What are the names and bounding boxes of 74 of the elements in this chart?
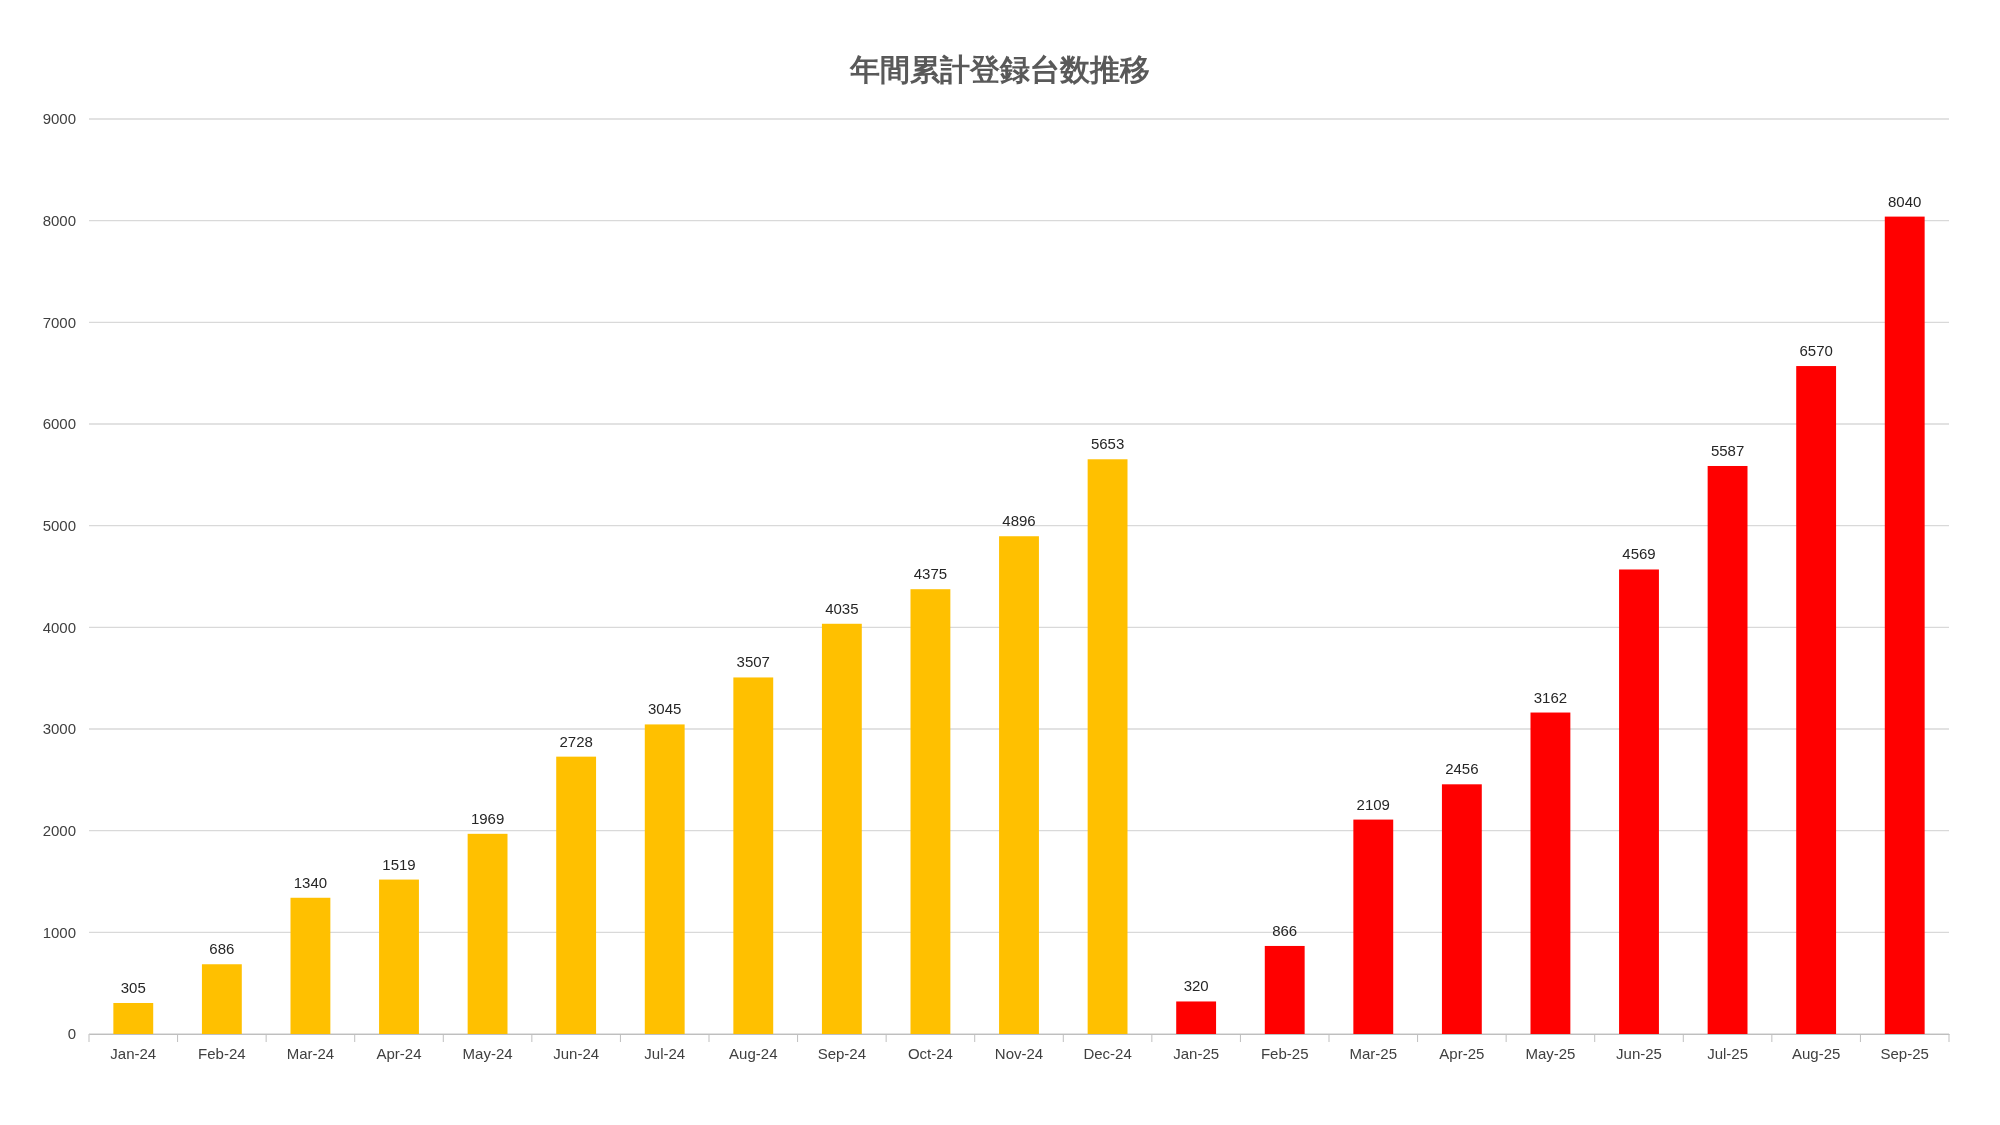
bar [999, 536, 1039, 1034]
y-tick-label: 4000 [42, 618, 76, 636]
x-tick-label: Jul-24 [644, 1044, 686, 1062]
data-label: 4375 [913, 565, 948, 583]
data-label: 2456 [1445, 760, 1479, 778]
data-label: 4035 [825, 599, 859, 617]
bar [1087, 459, 1128, 1034]
y-tick-label: 2000 [42, 821, 76, 839]
bar [1353, 819, 1394, 1034]
bar [113, 1002, 154, 1034]
bar [733, 677, 774, 1034]
bar [644, 724, 685, 1034]
x-tick-label: Dec-24 [1083, 1044, 1132, 1062]
data-label: 8040 [1888, 192, 1922, 210]
x-tick-label: Sep-25 [1880, 1044, 1929, 1062]
bar [1619, 569, 1659, 1034]
x-tick-label: Jan-24 [110, 1044, 157, 1062]
y-tick-label: 0 [67, 1025, 76, 1043]
x-tick-label: Feb-24 [198, 1044, 246, 1062]
x-tick-label: Apr-24 [376, 1044, 422, 1062]
y-tick-label: 6000 [42, 415, 76, 433]
data-label: 6570 [1799, 342, 1833, 360]
bar [1176, 1001, 1217, 1034]
x-tick-label: Jun-25 [1616, 1044, 1662, 1062]
bar [379, 879, 419, 1034]
data-label: 3507 [736, 653, 770, 671]
data-label: 4896 [1002, 512, 1036, 530]
x-tick-label: Feb-25 [1260, 1044, 1309, 1062]
x-tick-label: Apr-25 [1439, 1044, 1485, 1062]
data-label: 3045 [648, 700, 682, 718]
x-tick-label: Nov-24 [994, 1044, 1044, 1062]
data-label: 5653 [1090, 435, 1125, 453]
data-label: 1340 [293, 873, 328, 891]
bar [1884, 216, 1925, 1034]
data-label: 4569 [1622, 545, 1656, 563]
bar [467, 833, 508, 1034]
bar [290, 897, 331, 1034]
bar [1264, 945, 1305, 1034]
x-tick-label: Aug-25 [1791, 1044, 1841, 1062]
y-tick-label: 1000 [42, 923, 76, 941]
chart-title: 年間累計登録台数推移 [849, 52, 1150, 87]
data-label: 1519 [382, 855, 416, 873]
bar [1796, 366, 1837, 1034]
data-label: 2728 [559, 732, 593, 750]
bar [201, 964, 242, 1034]
bar [821, 623, 862, 1034]
y-tick-label: 3000 [42, 720, 76, 738]
data-label: 305 [120, 978, 146, 996]
x-tick-label: May-24 [462, 1044, 513, 1062]
data-label: 866 [1272, 921, 1298, 939]
x-tick-label: Sep-24 [817, 1044, 867, 1062]
bar [1441, 784, 1482, 1034]
x-tick-label: Oct-24 [907, 1044, 953, 1062]
x-tick-label: Aug-24 [729, 1044, 778, 1062]
x-tick-label: Jan-25 [1173, 1044, 1220, 1062]
x-tick-label: Mar-24 [286, 1044, 335, 1062]
x-tick-label: Jul-25 [1707, 1044, 1748, 1062]
data-label: 5587 [1710, 441, 1745, 459]
x-tick-label: Jun-24 [553, 1044, 600, 1062]
y-tick-label: 9000 [42, 110, 76, 128]
bar [910, 589, 951, 1034]
data-label: 686 [209, 940, 235, 958]
x-tick-label: May-25 [1525, 1044, 1576, 1062]
data-label: 320 [1183, 977, 1209, 995]
y-tick-label: 7000 [42, 313, 76, 331]
y-tick-label: 5000 [42, 516, 76, 534]
bar [556, 756, 597, 1034]
data-label: 2109 [1356, 795, 1390, 813]
data-label: 1969 [470, 809, 505, 827]
y-tick-label: 8000 [42, 211, 76, 229]
data-label: 3162 [1533, 688, 1568, 706]
x-tick-label: Mar-25 [1349, 1044, 1398, 1062]
bar [1707, 465, 1748, 1034]
bar [1530, 712, 1571, 1034]
